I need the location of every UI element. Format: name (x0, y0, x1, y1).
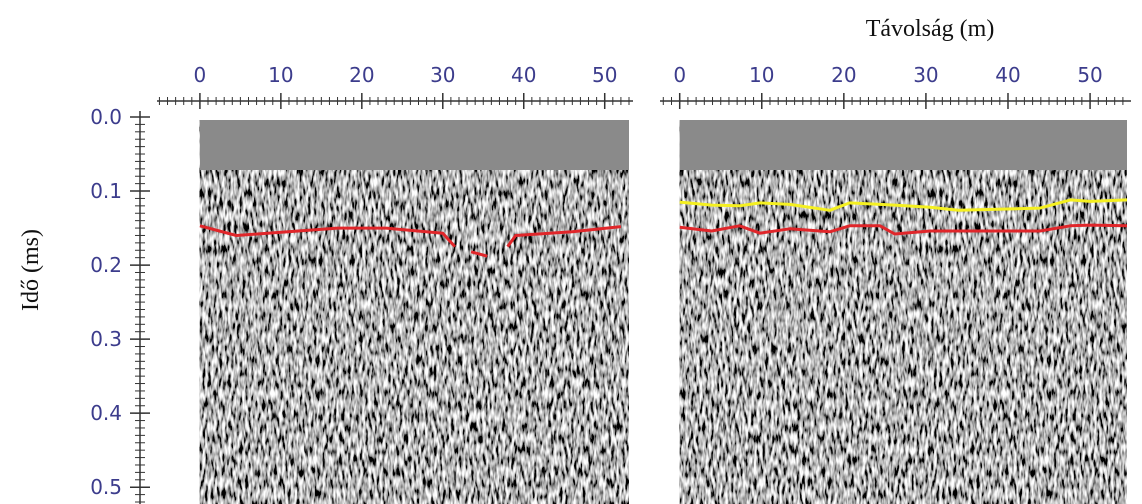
x-tick-label: 20 (349, 63, 374, 87)
x-tick-label: 50 (1077, 63, 1102, 87)
x-tick-label: 10 (268, 63, 293, 87)
horizon-line (199, 224, 622, 258)
x-tick-label: 50 (592, 63, 617, 87)
y-tick-label: 0.4 (90, 401, 122, 425)
y-tick-label: 0.1 (90, 179, 122, 203)
horizon-line (679, 223, 1128, 236)
x-tick-label: 30 (430, 63, 455, 87)
x-tick-label: 40 (511, 63, 536, 87)
air-band (199, 120, 629, 170)
x-tick-label: 20 (831, 63, 856, 87)
x-tick-label: 10 (749, 63, 774, 87)
radargram (199, 120, 629, 504)
x-axis-title: Távolság (m) (866, 16, 995, 42)
air-band (679, 120, 1127, 170)
y-tick-label: 0.5 (90, 475, 122, 499)
horizon-line (679, 198, 1128, 212)
x-tick-label: 0 (194, 63, 207, 87)
x-tick-label: 40 (995, 63, 1020, 87)
y-tick-label: 0.2 (90, 253, 122, 277)
y-tick-label: 0.3 (90, 327, 122, 351)
y-tick-label: 0.0 (90, 105, 122, 129)
x-tick-label: 0 (673, 63, 686, 87)
radargram (679, 120, 1127, 504)
x-tick-label: 30 (913, 63, 938, 87)
y-axis-title: Idő (ms) (18, 229, 44, 311)
